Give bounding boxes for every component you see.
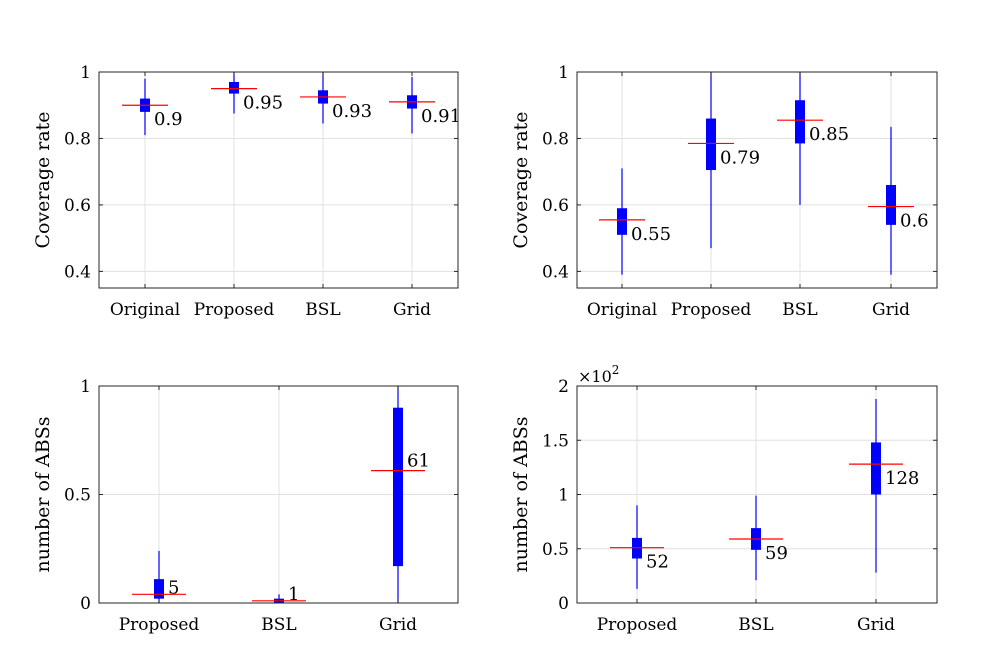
x-tick-label: BSL xyxy=(782,300,817,320)
data-label: 0.55 xyxy=(631,224,671,245)
box-proposed: 0.79 xyxy=(688,72,760,249)
y-tick-label: 1 xyxy=(558,63,569,83)
box-grid: 0.91 xyxy=(389,76,461,134)
data-label: 0.85 xyxy=(809,124,849,145)
box-iqr xyxy=(617,208,627,235)
box-iqr xyxy=(871,442,881,495)
box-iqr xyxy=(154,579,164,599)
box-proposed: 0.95 xyxy=(211,72,283,114)
x-tick-label: Grid xyxy=(393,300,431,320)
data-label: 0.91 xyxy=(421,106,461,127)
data-label: 1 xyxy=(288,584,299,605)
box-iqr xyxy=(886,184,896,225)
y-tick-label: 0.5 xyxy=(64,486,91,506)
data-label: 128 xyxy=(885,468,919,489)
y-tick-label: 0.4 xyxy=(64,262,91,282)
y-exponent-label: ×102 xyxy=(578,363,619,386)
y-tick-label: 0.8 xyxy=(542,129,569,149)
chart-panel-top-left: 0.9 0.95 0.93 0.91 0.4 0.6 0.8 1 Original Propose… xyxy=(32,63,461,320)
x-tick-label: Original xyxy=(587,300,657,320)
data-label: 61 xyxy=(407,451,430,472)
data-label: 0.79 xyxy=(720,147,760,168)
box-iqr xyxy=(795,100,805,144)
x-tick-label: BSL xyxy=(305,300,340,320)
data-label: 52 xyxy=(646,552,669,573)
y-tick-label: 1 xyxy=(80,377,91,397)
chart-panel-top-right: 0.55 0.79 0.85 0.6 0.4 0.6 0.8 1 Original Propose… xyxy=(510,63,938,320)
data-label: 0.9 xyxy=(154,109,183,130)
box-original: 0.55 xyxy=(599,168,671,275)
y-axis-label: number of ABSs xyxy=(510,417,532,573)
x-tick-label: Proposed xyxy=(194,300,275,320)
chart-panel-bottom-left: 5 1 61 0 0.5 1 Proposed BSL Grid number of ABSs xyxy=(32,377,459,635)
data-label: 59 xyxy=(765,543,788,564)
box-grid: 128 xyxy=(849,399,919,573)
box-proposed: 52 xyxy=(610,505,669,589)
box-bsl: 59 xyxy=(729,495,788,581)
box-original: 0.9 xyxy=(122,78,183,136)
y-tick-label: 0.6 xyxy=(542,196,569,216)
y-tick-label: 0 xyxy=(558,594,569,614)
box-grid: 0.6 xyxy=(868,126,929,275)
x-tick-label: Original xyxy=(110,300,180,320)
x-tick-label: Grid xyxy=(379,615,417,635)
box-bsl: 0.93 xyxy=(300,72,372,124)
box-grid: 61 xyxy=(371,386,430,603)
data-label: 5 xyxy=(168,577,179,598)
box-iqr xyxy=(229,81,239,94)
y-tick-label: 0.5 xyxy=(542,540,569,560)
data-label: 0.6 xyxy=(900,211,929,232)
y-tick-label: 1 xyxy=(80,63,91,83)
axes-frame xyxy=(98,71,459,289)
x-tick-label: Proposed xyxy=(119,615,200,635)
box-proposed: 5 xyxy=(132,550,186,603)
x-tick-label: BSL xyxy=(261,615,296,635)
box-iqr xyxy=(706,118,716,171)
y-tick-label: 0.4 xyxy=(542,262,569,282)
y-tick-label: 1 xyxy=(558,486,569,506)
x-tick-label: BSL xyxy=(738,615,773,635)
x-tick-label: Grid xyxy=(872,300,910,320)
y-axis-label: number of ABSs xyxy=(32,417,54,573)
x-tick-label: Proposed xyxy=(671,300,752,320)
y-tick-label: 0 xyxy=(80,594,91,614)
y-tick-label: 0.8 xyxy=(64,129,91,149)
y-tick-label: 0.6 xyxy=(64,196,91,216)
x-tick-label: Proposed xyxy=(597,615,678,635)
y-tick-label: 1.5 xyxy=(542,431,569,451)
axes-frame xyxy=(576,71,938,289)
y-axis-label: Coverage rate xyxy=(32,111,54,248)
data-label: 0.93 xyxy=(332,101,372,122)
chart-panel-bottom-right: 52 59 128 0 0.5 1 1.5 2 Proposed BSL Grid number of… xyxy=(510,363,938,635)
box-bsl: 0.85 xyxy=(777,72,849,205)
data-label: 0.95 xyxy=(243,93,283,114)
box-iqr xyxy=(393,407,403,567)
y-tick-label: 2 xyxy=(558,377,569,397)
y-axis-label: Coverage rate xyxy=(510,111,532,248)
x-tick-label: Grid xyxy=(857,615,895,635)
